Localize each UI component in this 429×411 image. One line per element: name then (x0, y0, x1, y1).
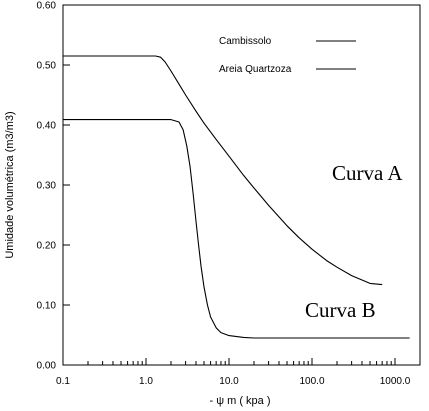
series-line-cambissolo (63, 55, 383, 286)
x-axis-title: - ψ m ( kpa ) (209, 395, 270, 407)
y-tick-label: 0.30 (37, 181, 57, 192)
series-line-areia-quartzoza (63, 119, 410, 339)
annotation-curva-a: Curva A (332, 161, 403, 185)
x-tick-label: 0.1 (56, 376, 70, 387)
x-tick-label: 1.0 (139, 376, 153, 387)
annotation-curva-b: Curva B (305, 298, 376, 322)
y-tick-label: 0.40 (37, 121, 57, 132)
y-tick-label: 0.60 (37, 1, 57, 12)
y-tick-label: 0.00 (37, 361, 57, 372)
x-axis-ticks: 0.1 1.0 10.0 100.0 1000.0 (56, 358, 421, 387)
y-tick-label: 0.20 (37, 241, 57, 252)
y-tick-label: 0.10 (37, 301, 57, 312)
legend-label: Cambissolo (219, 36, 272, 47)
y-tick-label: 0.50 (37, 61, 57, 72)
legend: Cambissolo Areia Quartzoza (219, 36, 356, 75)
legend-label: Areia Quartzoza (219, 64, 292, 75)
x-tick-label: 1000.0 (380, 376, 411, 387)
series-layer (63, 55, 410, 339)
x-tick-label: 10.0 (219, 376, 239, 387)
x-tick-label: 100.0 (299, 376, 324, 387)
y-axis-ticks: 0.00 0.10 0.20 0.30 0.40 0.50 0.60 (37, 1, 70, 372)
y-axis-title: Umidade volumétrica (m3/m3) (4, 111, 16, 258)
